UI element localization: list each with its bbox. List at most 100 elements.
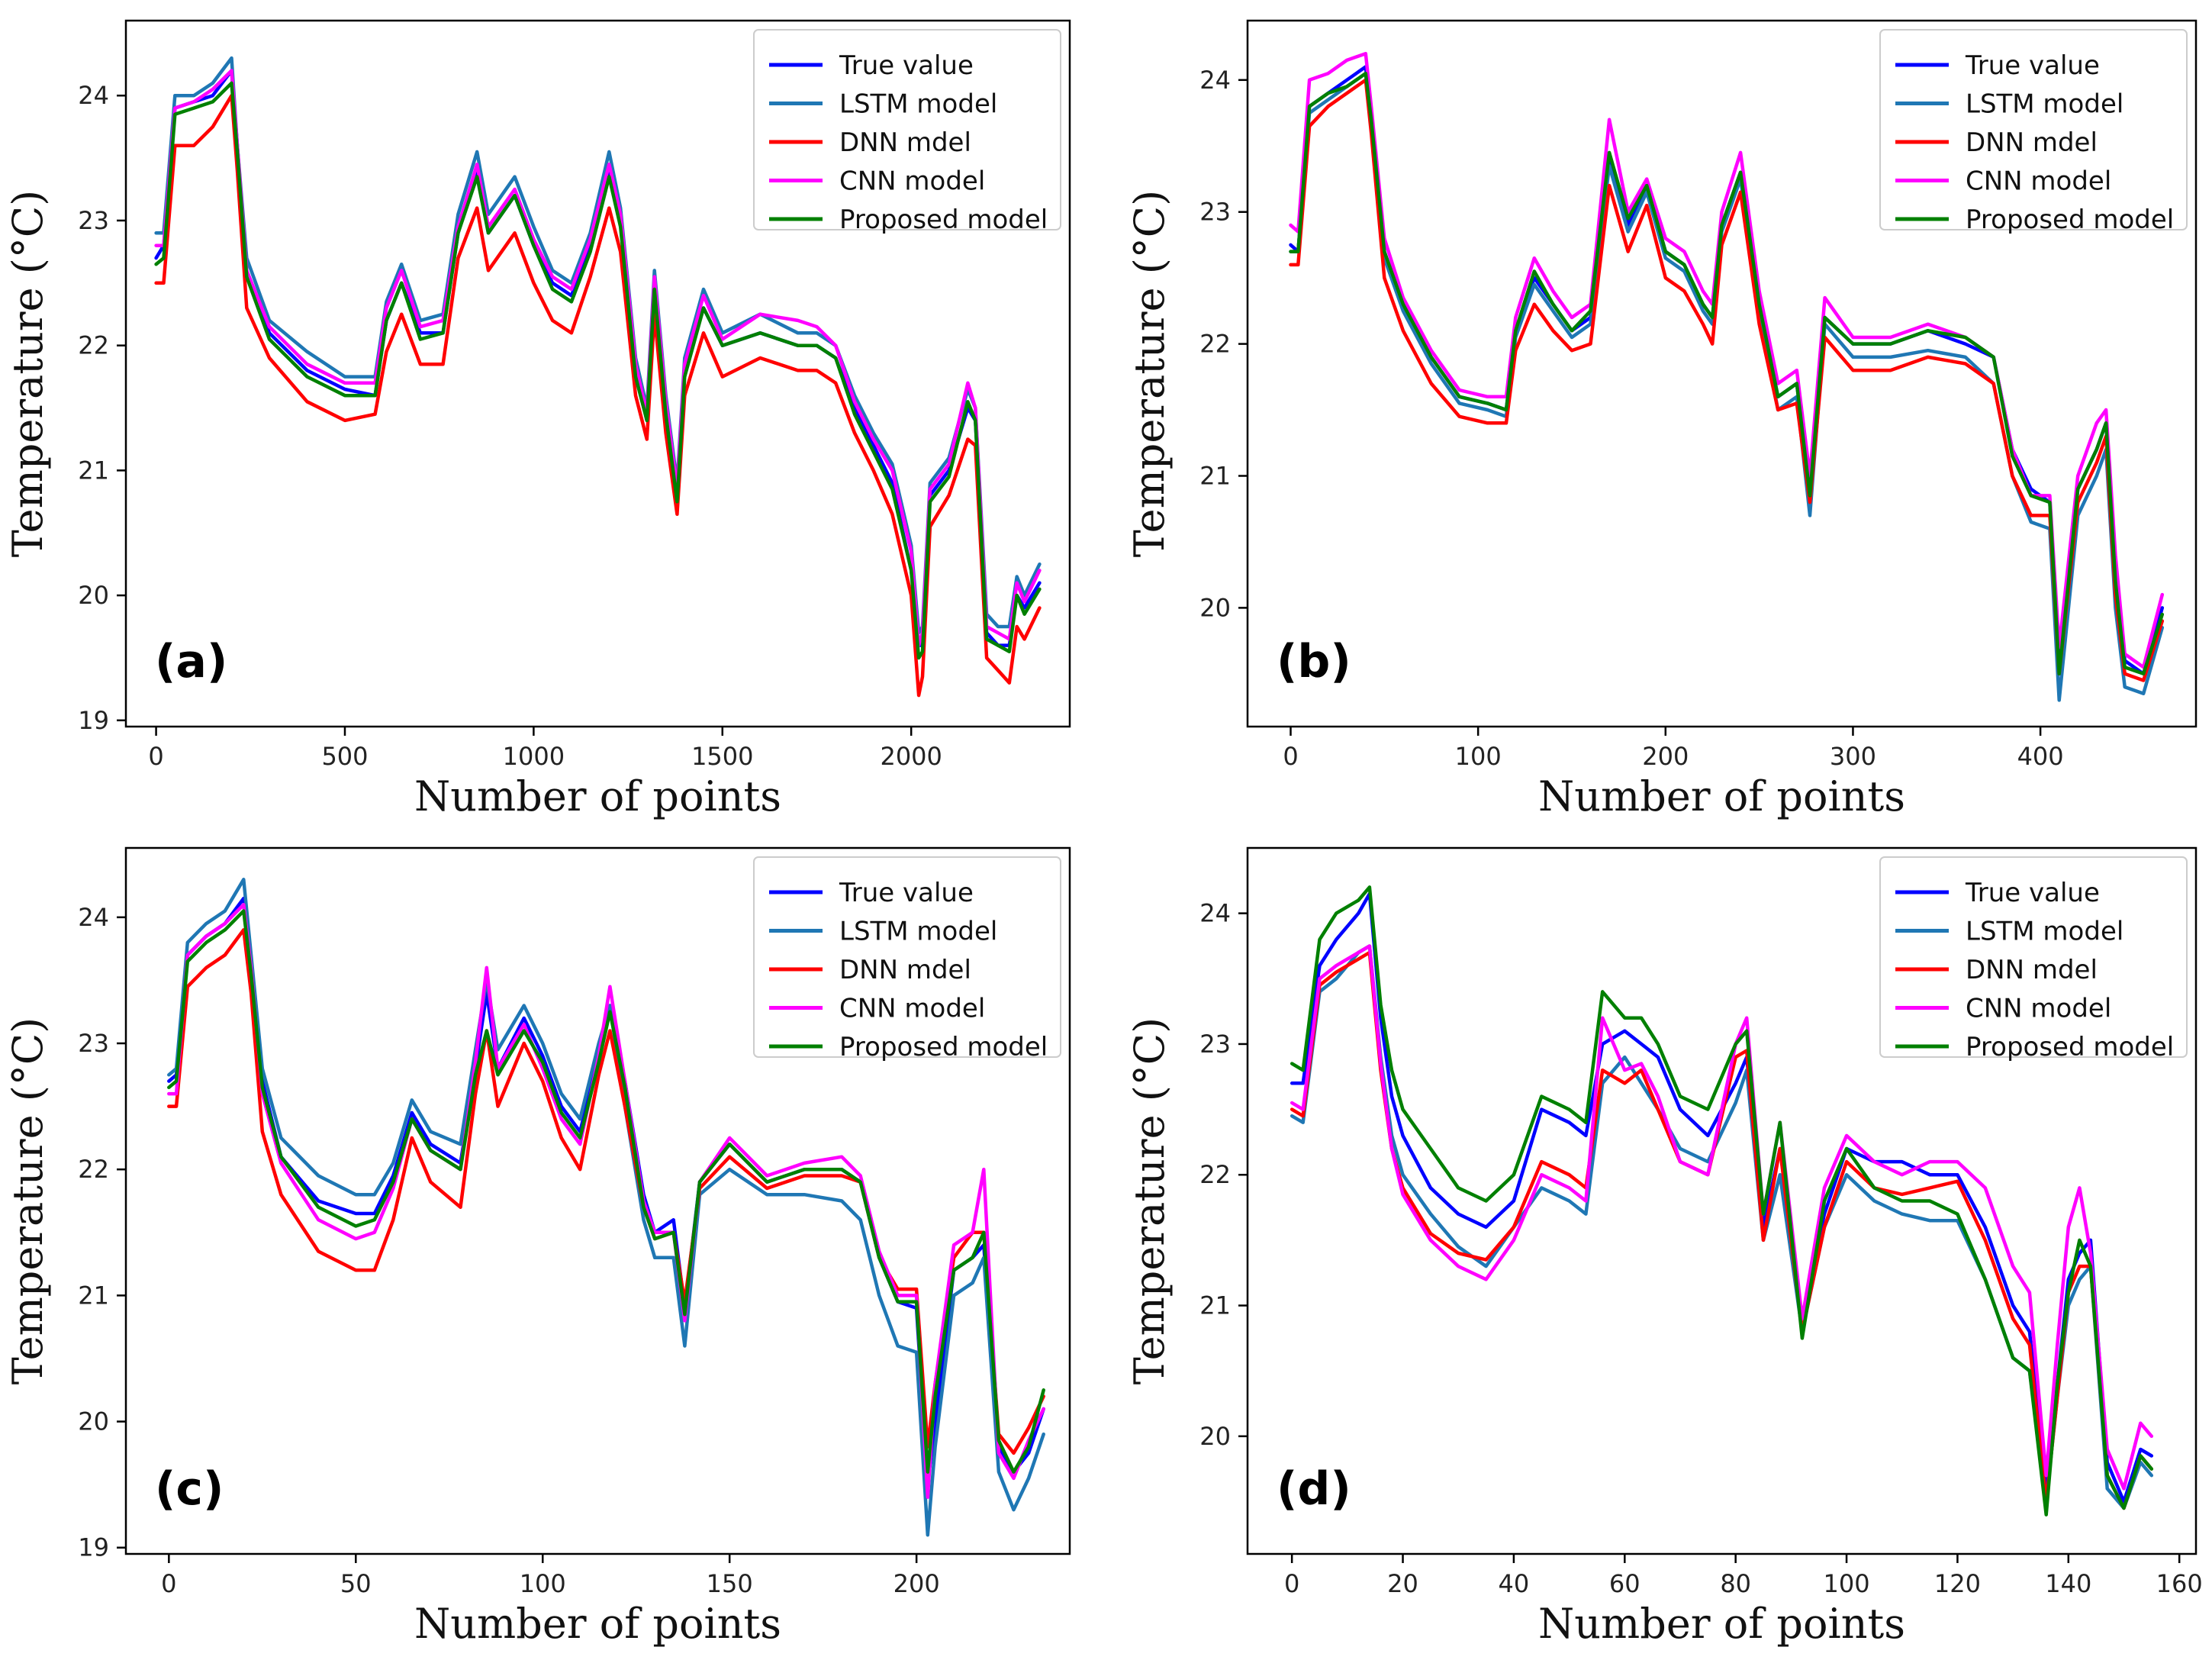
series-line-proposed-model	[154, 81, 1042, 660]
legend-entry-label: DNN mdel	[839, 955, 971, 985]
series-line-cnn-model	[1290, 944, 2154, 1491]
legend-entry-label: Proposed model	[839, 1032, 1048, 1062]
legend: True value LSTM model DNN mdel CNN model Pro…	[1879, 856, 2188, 1062]
y-tick-label: 23	[78, 206, 109, 235]
y-tick-label: 23	[1199, 198, 1231, 227]
y-tick-label: 21	[1199, 461, 1231, 490]
panel-2: 0 50 100 150 200 19 20 21 22 23 24 Number of points…	[4, 846, 1071, 1648]
legend-box	[1879, 29, 2188, 230]
legend-entry-label: True value	[1965, 878, 2100, 908]
x-axis-label: Number of points	[1538, 1600, 1905, 1648]
x-tick-label: 200	[893, 1569, 940, 1598]
y-tick-label: 22	[78, 1155, 109, 1184]
series-line-cnn-model	[154, 69, 1042, 647]
panel-tag: (d)	[1277, 1462, 1351, 1516]
series-line-proposed-model	[1289, 71, 2165, 676]
legend-entry-label: True value	[1965, 50, 2100, 81]
x-tick-label: 500	[321, 742, 368, 771]
x-tick-label: 0	[1284, 1569, 1299, 1598]
legend-entry-label: CNN model	[839, 994, 985, 1024]
x-tick-label: 120	[1934, 1569, 1981, 1598]
x-tick-label: 140	[2045, 1569, 2091, 1598]
y-tick-label: 22	[1199, 330, 1231, 359]
legend-entry-label: CNN model	[1966, 166, 2111, 197]
x-tick-label: 2000	[880, 742, 942, 771]
panel-3: 0 20 40 60 80 100 120 140 160 20 21 22 23 24 Number of…	[1125, 846, 2203, 1648]
legend: True value LSTM model DNN mdel CNN model Pro…	[753, 856, 1061, 1062]
panel-1: 0 100 200 300 400 20 21 22 23 24 Number of points T…	[1125, 19, 2198, 820]
legend-entry-label: DNN mdel	[839, 127, 971, 158]
y-tick-label: 20	[78, 1407, 109, 1436]
x-tick-label: 80	[1720, 1569, 1751, 1598]
y-axis-label: Temperature (°C)	[1125, 1017, 1174, 1384]
y-tick-label: 24	[78, 903, 109, 932]
legend: True value LSTM model DNN mdel CNN model Pro…	[1879, 29, 2188, 235]
series-lines	[154, 56, 1042, 698]
legend-entry-label: DNN mdel	[1966, 127, 2098, 158]
legend-entry-label: LSTM model	[1966, 89, 2123, 120]
x-tick-label: 200	[1642, 742, 1689, 771]
x-tick-label: 100	[1455, 742, 1502, 771]
y-tick-label: 19	[78, 706, 109, 735]
legend-box	[1879, 856, 2188, 1058]
y-tick-label: 22	[78, 331, 109, 360]
panel-tag: (b)	[1277, 635, 1351, 688]
x-tick-label: 1000	[503, 742, 565, 771]
legend-entry-label: True value	[839, 878, 974, 908]
x-tick-label: 0	[161, 1569, 176, 1598]
legend-entry-label: Proposed model	[1966, 1032, 2174, 1062]
y-tick-label: 21	[1199, 1291, 1231, 1320]
x-tick-label: 100	[1824, 1569, 1870, 1598]
y-axis-label: Temperature (°C)	[1125, 190, 1174, 557]
panel-0: 0 500 1000 1500 2000 19 20 21 22 23 24 Number of po…	[4, 19, 1071, 820]
y-tick-label: 24	[1199, 66, 1231, 95]
x-tick-label: 20	[1387, 1569, 1418, 1598]
legend-entry-label: LSTM model	[1966, 917, 2123, 947]
panel-tag: (a)	[155, 635, 227, 688]
legend-box	[753, 856, 1061, 1058]
y-tick-label: 23	[1199, 1030, 1231, 1059]
axes-frame	[124, 846, 1071, 1555]
series-line-proposed-model	[1290, 885, 2154, 1517]
series-lines	[1290, 885, 2154, 1517]
legend-entry-label: CNN model	[1966, 994, 2111, 1024]
legend-entry-label: True value	[839, 50, 974, 81]
y-tick-label: 22	[1199, 1160, 1231, 1189]
legend-entry-label: Proposed model	[1966, 205, 2174, 235]
legend-box	[753, 29, 1061, 230]
y-tick-label: 20	[1199, 1422, 1231, 1451]
legend: True value LSTM model DNN mdel CNN model Pro…	[753, 29, 1061, 235]
x-axis-label: Number of points	[414, 772, 781, 820]
x-tick-label: 300	[1830, 742, 1876, 771]
panel-tag: (c)	[155, 1462, 224, 1516]
series-lines	[1289, 51, 2165, 702]
y-tick-label: 21	[78, 1281, 109, 1310]
x-tick-label: 400	[2017, 742, 2064, 771]
y-axis-label: Temperature (°C)	[4, 1017, 52, 1384]
x-tick-label: 1500	[691, 742, 753, 771]
y-axis-label: Temperature (°C)	[4, 190, 52, 557]
x-axis-label: Number of points	[414, 1600, 781, 1648]
x-tick-label: 150	[707, 1569, 753, 1598]
x-tick-label: 100	[520, 1569, 566, 1598]
y-tick-label: 20	[1199, 593, 1231, 622]
x-tick-label: 0	[1283, 742, 1298, 771]
series-line-proposed-model	[167, 909, 1045, 1474]
x-tick-label: 0	[148, 742, 163, 771]
legend-entry-label: LSTM model	[839, 89, 997, 120]
legend-entry-label: CNN model	[839, 166, 985, 197]
y-tick-label: 21	[78, 456, 109, 485]
legend-entry-label: LSTM model	[839, 917, 997, 947]
x-tick-label: 40	[1499, 1569, 1530, 1598]
y-tick-label: 20	[78, 581, 109, 610]
axes-frame	[124, 19, 1071, 728]
x-tick-label: 50	[340, 1569, 372, 1598]
y-tick-label: 23	[78, 1029, 109, 1058]
legend-entry-label: Proposed model	[839, 205, 1048, 235]
x-axis-label: Number of points	[1538, 772, 1905, 820]
y-tick-label: 24	[78, 81, 109, 110]
series-line-dnn-mdel	[154, 93, 1042, 698]
legend-entry-label: DNN mdel	[1966, 955, 2098, 985]
x-tick-label: 60	[1609, 1569, 1640, 1598]
axes-frame	[1246, 846, 2198, 1555]
